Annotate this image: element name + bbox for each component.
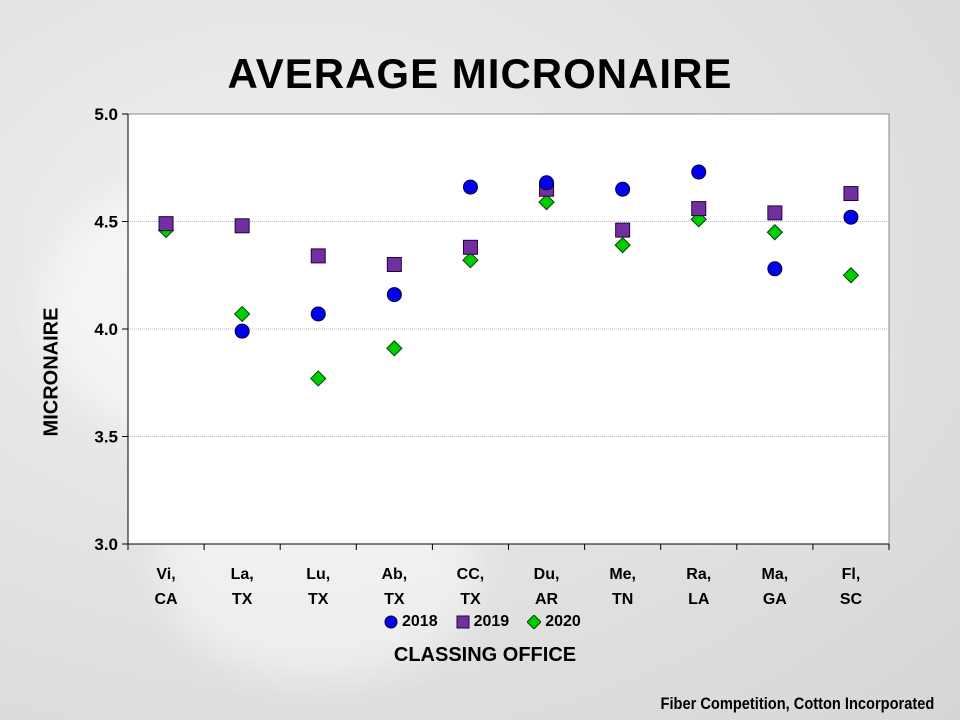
legend: 2018 2019 2020 xyxy=(384,613,599,631)
x-tick-label: Vi, xyxy=(156,566,175,583)
legend-item-2020: 2020 xyxy=(527,613,581,631)
y-tick-label: 3.0 xyxy=(94,535,118,554)
point-2020-abtx xyxy=(386,340,403,357)
point-2018-cctx xyxy=(462,179,478,195)
y-tick-label: 4.5 xyxy=(94,213,118,232)
x-tick-label: Ra, xyxy=(686,566,711,583)
point-2019-lutx xyxy=(310,248,326,264)
point-2019-flsc xyxy=(843,186,859,202)
point-2019-rala xyxy=(691,201,707,217)
point-2018-metn xyxy=(615,181,631,197)
x-axis-title: CLASSING OFFICE xyxy=(393,644,577,666)
x-tick-label: Du, xyxy=(534,566,560,583)
y-tick-label: 3.5 xyxy=(94,428,118,447)
point-2019-vica xyxy=(158,216,174,232)
x-tick-label: TX xyxy=(460,591,481,608)
x-tick-label: AR xyxy=(535,591,559,608)
point-2020-latx xyxy=(233,305,251,323)
point-2019-abtx xyxy=(386,257,402,272)
x-tick-label: Me, xyxy=(609,566,636,583)
x-tick-label: TN xyxy=(612,591,633,608)
point-2018-flsc xyxy=(843,209,859,225)
x-tick-label: SC xyxy=(840,591,863,608)
square-marker-icon xyxy=(456,615,470,629)
point-2019-maga xyxy=(767,205,783,221)
legend-item-2019: 2019 xyxy=(456,613,510,631)
x-tick-label: TX xyxy=(384,591,405,608)
point-2018-latx xyxy=(234,323,250,339)
x-tick-label: La, xyxy=(231,566,254,583)
x-tick-label: Ma, xyxy=(762,566,789,583)
x-tick-label: TX xyxy=(308,591,329,608)
x-tick-label: CA xyxy=(154,591,178,608)
chart-title: AVERAGE MICRONAIRE xyxy=(227,50,733,97)
point-2019-latx xyxy=(234,218,250,234)
point-2018-lutx xyxy=(310,306,326,322)
point-2020-metn xyxy=(614,236,631,254)
point-2020-lutx xyxy=(310,370,327,387)
legend-item-2018: 2018 xyxy=(384,613,438,631)
y-tick-label: 4.0 xyxy=(94,320,118,339)
x-tick-label: TX xyxy=(232,591,253,608)
point-2020-maga xyxy=(766,224,784,241)
y-tick-label: 5.0 xyxy=(94,105,118,124)
point-2019-cctx xyxy=(462,239,478,255)
x-tick-label: Ab, xyxy=(381,566,407,583)
x-tick-label: CC, xyxy=(457,566,485,583)
x-tick-label: Fl, xyxy=(842,566,861,583)
source-credit: Fiber Competition, Cotton Incorporated xyxy=(660,694,934,713)
legend-label-2018: 2018 xyxy=(402,613,438,630)
point-2020-cctx xyxy=(462,251,479,269)
circle-marker-icon xyxy=(384,615,398,629)
legend-label-2019: 2019 xyxy=(473,613,510,630)
x-tick-label: Lu, xyxy=(306,566,330,583)
point-2019-metn xyxy=(615,222,631,238)
point-2018-abtx xyxy=(386,287,402,303)
diamond-marker-icon xyxy=(527,615,542,629)
x-tick-label: LA xyxy=(688,591,710,608)
x-tick-label: GA xyxy=(763,591,787,608)
legend-label-2020: 2020 xyxy=(545,613,581,630)
point-2018-duar xyxy=(539,175,555,191)
point-2020-flsc xyxy=(842,267,860,284)
point-2020-duar xyxy=(538,193,555,211)
point-2018-maga xyxy=(767,261,783,277)
point-2018-rala xyxy=(691,164,707,180)
